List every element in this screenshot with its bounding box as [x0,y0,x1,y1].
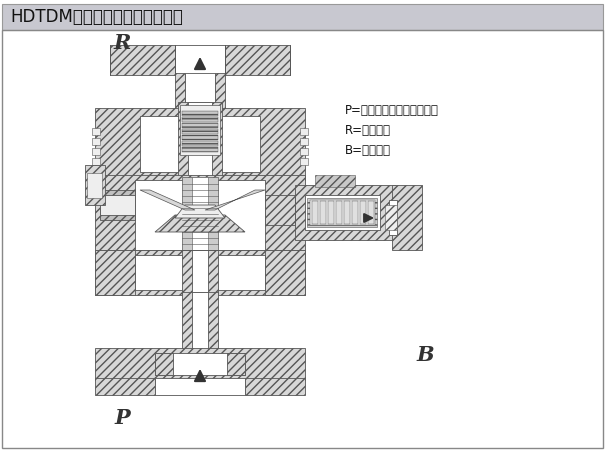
Bar [192,177,208,252]
Bar [389,200,397,235]
Bar [110,45,175,75]
Bar [175,45,225,75]
Bar [320,201,326,224]
Bar [368,201,374,224]
Bar [95,348,305,380]
Bar [385,205,397,230]
Bar [182,123,218,128]
Bar [392,185,422,250]
Polygon shape [140,190,195,210]
Bar [85,165,105,205]
Bar [92,128,100,135]
Bar [307,198,377,227]
Bar [155,353,173,375]
Bar [328,201,334,224]
Bar [192,292,208,350]
Bar [92,148,100,155]
Bar [245,378,305,395]
Bar [2,4,603,30]
Bar [305,195,380,230]
Text: B: B [416,345,434,365]
Text: R=阀门出口: R=阀门出口 [345,123,391,136]
Bar [188,102,212,182]
Bar [185,73,215,110]
Polygon shape [155,215,245,232]
Bar [344,201,350,224]
Bar [182,129,218,134]
Text: P: P [114,408,130,428]
Polygon shape [265,250,305,295]
Bar [182,141,218,146]
Bar [182,147,218,152]
Bar [300,128,308,135]
Bar [310,200,375,225]
Polygon shape [205,190,265,210]
Bar [92,138,100,145]
Bar [182,250,218,295]
Bar [300,158,308,165]
Bar [300,138,308,145]
Text: B=旁路出口: B=旁路出口 [345,144,391,157]
Bar [135,180,265,250]
Bar [95,108,305,180]
Bar [100,195,135,215]
Bar [178,102,222,182]
Bar [225,45,290,75]
Bar [182,111,218,116]
Bar [192,250,208,295]
Bar [95,250,305,295]
Bar [155,353,245,375]
Bar [95,175,305,255]
Bar [182,292,218,350]
Bar [360,201,366,224]
Bar [100,190,135,220]
Bar [182,177,218,252]
Polygon shape [95,250,135,295]
Polygon shape [175,205,225,218]
Text: R: R [113,33,131,53]
Bar [92,158,100,165]
Bar [182,135,218,140]
Text: P=阀门入口（接泵的出口）: P=阀门入口（接泵的出口） [345,104,439,117]
Bar [95,378,155,395]
Text: HDTDM自动再循环阀示图如下：: HDTDM自动再循环阀示图如下： [10,8,183,26]
Bar [227,353,245,375]
Bar [315,175,355,187]
Bar [215,73,225,110]
Bar [336,201,342,224]
Bar [135,255,265,290]
Bar [352,201,358,224]
Bar [175,73,185,110]
Bar [140,116,260,172]
Bar [87,173,102,198]
Bar [265,195,295,225]
Bar [180,105,220,155]
Bar [312,201,318,224]
Bar [295,185,395,240]
Bar [300,148,308,155]
Bar [155,378,245,395]
Bar [182,117,218,122]
